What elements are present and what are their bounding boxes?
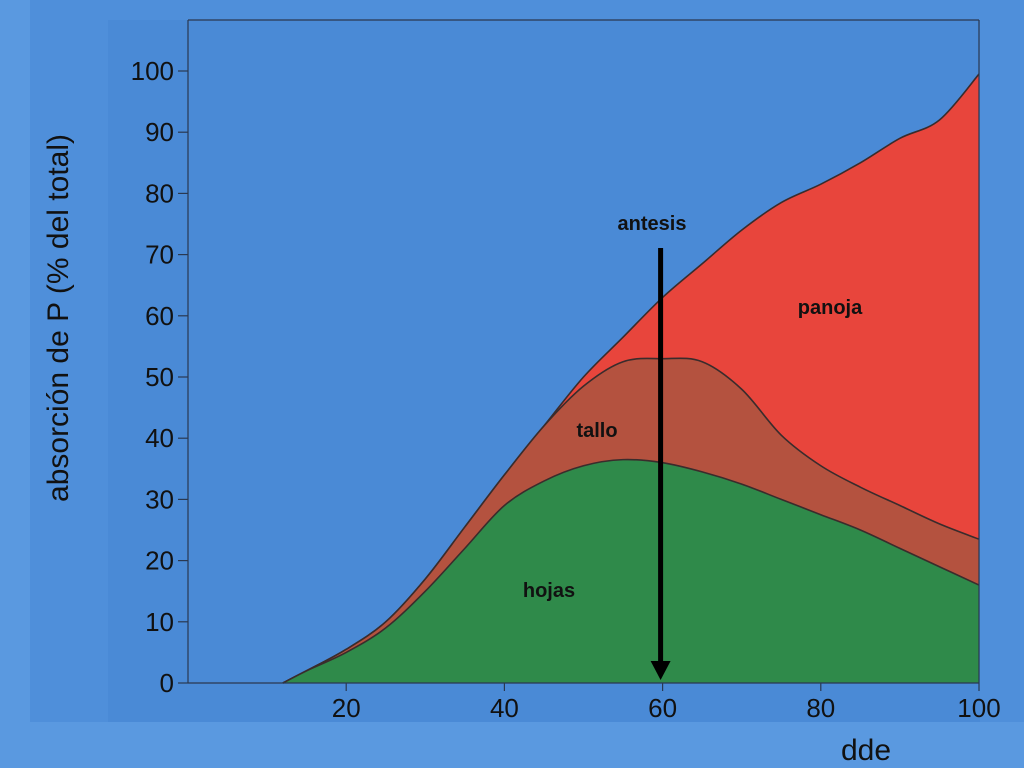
y-tick-label: 50 [145,362,174,392]
y-axis-title: absorción de P (% del total) [42,134,75,502]
antesis-annotation: antesis [618,213,687,680]
axes [187,19,980,684]
y-tick-label: 70 [145,240,174,270]
x-tick-label: 100 [957,693,1000,723]
y-tick-label: 40 [145,423,174,453]
label-tallo: tallo [576,420,617,442]
x-tick-label: 60 [648,693,677,723]
stacked-areas [282,73,980,684]
y-tick-label: 80 [145,178,174,208]
label-hojas: hojas [523,580,575,602]
x-axis-title: dde [841,734,891,767]
label-panoja: panoja [798,297,863,319]
antesis-label: antesis [618,213,687,235]
edge-tallo [282,357,980,684]
x-ticks: 20 40 60 80 100 [332,683,1001,723]
y-tick-label: 100 [131,56,174,86]
area-labels: panoja tallo hojas [523,297,863,602]
edge-hojas [282,458,980,684]
antesis-arrow-head [650,661,671,680]
y-tick-label: 10 [145,607,174,637]
y-tick-label: 0 [160,668,174,698]
y-tick-label: 60 [145,301,174,331]
y-tick-label: 20 [145,546,174,576]
x-tick-label: 80 [806,693,835,723]
x-tick-label: 20 [332,693,361,723]
left-band [0,0,30,768]
y-tick-label: 30 [145,484,174,514]
area-hojas [282,459,979,683]
y-ticks: 0 10 20 30 40 50 60 70 80 90 100 [131,56,188,698]
bottom-band [0,722,1024,768]
x-tick-label: 40 [490,693,519,723]
y-tick-label: 90 [145,117,174,147]
